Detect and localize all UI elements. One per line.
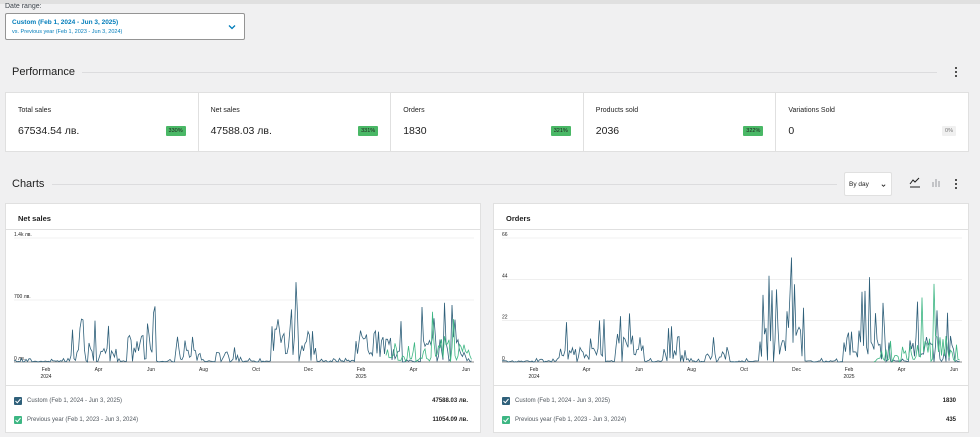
x-tick-year: 2024 [40, 374, 51, 380]
x-tick-label: Jun [950, 367, 958, 373]
legend-total: 11054.09 лв. [432, 417, 468, 423]
series-line-current [13, 282, 472, 363]
perf-net-sales[interactable]: Net sales 47588.03 лв. 331% [199, 93, 392, 151]
x-tick-label: Apr [410, 367, 418, 373]
perf-value: 1830 [403, 125, 427, 137]
date-range-label: Date range: [5, 3, 42, 10]
x-tick-label: Oct [252, 367, 260, 373]
y-tick-label: 700 лв. [14, 294, 31, 300]
y-tick-label: 66 [502, 232, 508, 238]
perf-label: Orders [403, 107, 425, 114]
series-line-previous [385, 311, 472, 363]
divider [82, 72, 937, 73]
x-tick-label: Apr [898, 367, 906, 373]
legend-label: Previous year (Feb 1, 2023 - Jun 3, 2024… [515, 417, 627, 423]
divider [6, 229, 480, 230]
chevron-down-icon [881, 184, 886, 187]
charts-more-icon[interactable] [950, 177, 962, 191]
legend-total: 1830 [942, 398, 956, 404]
perf-label: Products sold [595, 107, 639, 114]
x-tick-label: Apr [583, 367, 591, 373]
legend-previous[interactable]: Previous year (Feb 1, 2023 - Jun 3, 2024… [14, 415, 472, 427]
series-line-current [501, 257, 960, 363]
charts-title: Charts [12, 178, 45, 190]
perf-value: 0 [788, 125, 795, 137]
date-range-primary: Custom (Feb 1, 2024 - Jun 3, 2025) [12, 19, 119, 26]
x-tick-label: Feb [42, 367, 51, 373]
perf-label: Total sales [18, 107, 52, 114]
x-tick-label: Jun [147, 367, 155, 373]
legend-label: Custom (Feb 1, 2024 - Jun 3, 2025) [27, 398, 123, 404]
orders-chart-card: Orders 0 22 44 66 Feb 2024 Apr Jun Aug Oct Dec Feb 2… [493, 203, 969, 433]
delta-badge: 0% [942, 126, 956, 136]
net-sales-chart-card: Net sales 0 лв. 700 лв. 1.4k лв. Feb 2024 Apr… [5, 203, 481, 433]
charts-header: Charts [0, 174, 980, 194]
bar-chart-icon[interactable] [930, 176, 942, 188]
interval-select[interactable]: By day [844, 172, 892, 196]
perf-total-sales[interactable]: Total sales 67534.54 лв. 330% [6, 93, 199, 151]
y-tick-label: 0 [502, 356, 505, 362]
x-tick-label: Jun [462, 367, 470, 373]
perf-orders[interactable]: Orders 1830 321% [391, 93, 584, 151]
legend-previous[interactable]: Previous year (Feb 1, 2023 - Jun 3, 2024… [502, 415, 960, 427]
perf-products-sold[interactable]: Products sold 2036 322% [584, 93, 777, 151]
divider [52, 184, 837, 185]
perf-value: 67534.54 лв. [18, 125, 80, 137]
perf-label: Variations Sold [788, 107, 835, 114]
legend-current[interactable]: Custom (Feb 1, 2024 - Jun 3, 2025) 1830 [502, 396, 960, 408]
x-tick-label: Dec [304, 367, 313, 373]
x-tick-label: Feb [530, 367, 539, 373]
y-tick-label: 44 [502, 273, 508, 279]
perf-value: 2036 [595, 125, 620, 137]
line-chart-icon[interactable] [909, 176, 921, 188]
perf-value: 47588.03 лв. [210, 125, 272, 137]
date-range-picker[interactable]: Custom (Feb 1, 2024 - Jun 3, 2025) vs. P… [5, 13, 245, 40]
top-bar [0, 0, 980, 4]
performance-summary: Total sales 67534.54 лв. 330% Net sales … [5, 92, 969, 152]
x-tick-label: Oct [740, 367, 748, 373]
checkbox-checked-icon [502, 397, 510, 405]
legend-total: 435 [945, 417, 956, 423]
date-range-secondary: vs. Previous year (Feb 1, 2023 - Jun 3, … [12, 29, 123, 35]
delta-badge: 322% [743, 126, 764, 136]
legend-current[interactable]: Custom (Feb 1, 2024 - Jun 3, 2025) 47588… [14, 396, 472, 408]
y-tick-label: 1.4k лв. [14, 232, 32, 238]
delta-badge: 330% [165, 126, 186, 136]
performance-header: Performance [0, 62, 980, 82]
chevron-down-icon [228, 25, 236, 30]
y-tick-label: 22 [502, 315, 508, 321]
checkbox-checked-icon [14, 397, 22, 405]
performance-more-icon[interactable] [950, 65, 962, 79]
delta-badge: 321% [550, 126, 571, 136]
checkbox-checked-icon [502, 416, 510, 424]
x-tick-label: Jun [635, 367, 643, 373]
performance-title: Performance [12, 66, 75, 78]
x-tick-label: Apr [95, 367, 103, 373]
legend-label: Custom (Feb 1, 2024 - Jun 3, 2025) [515, 398, 611, 404]
delta-badge: 331% [358, 126, 379, 136]
divider [494, 385, 968, 386]
perf-label: Net sales [210, 107, 240, 114]
x-tick-year: 2024 [528, 374, 539, 380]
x-tick-label: Feb [845, 367, 854, 373]
x-tick-label: Feb [357, 367, 366, 373]
y-tick-label: 0 лв. [14, 356, 25, 362]
x-tick-year: 2025 [355, 374, 366, 380]
chart-title: Net sales [18, 214, 51, 223]
series-line-previous [873, 283, 960, 364]
divider [6, 385, 480, 386]
chart-title: Orders [506, 214, 531, 223]
x-tick-label: Dec [792, 367, 801, 373]
x-tick-label: Aug [199, 367, 208, 373]
x-tick-year: 2025 [843, 374, 854, 380]
legend-total: 47588.03 лв. [432, 398, 468, 404]
checkbox-checked-icon [14, 416, 22, 424]
x-tick-label: Aug [687, 367, 696, 373]
interval-value: By day [849, 181, 869, 188]
perf-variations-sold[interactable]: Variations Sold 0 0% [776, 93, 968, 151]
divider [494, 229, 968, 230]
legend-label: Previous year (Feb 1, 2023 - Jun 3, 2024… [27, 417, 139, 423]
